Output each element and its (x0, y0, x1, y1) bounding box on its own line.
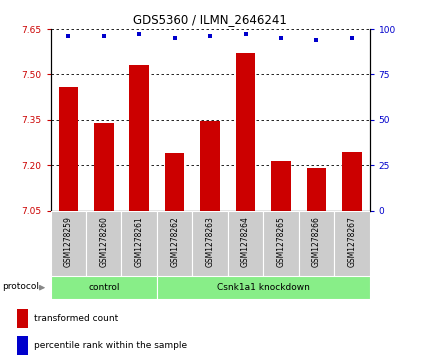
Bar (192, 211, 228, 276)
Bar (299, 211, 334, 276)
Bar (236, 53, 255, 211)
Point (278, 35, 285, 41)
Text: GSM1278262: GSM1278262 (170, 216, 179, 266)
Bar (121, 211, 157, 276)
Point (100, 33, 107, 39)
Bar (263, 211, 299, 276)
Bar (342, 151, 362, 211)
Text: GSM1278261: GSM1278261 (135, 216, 144, 266)
Text: GSM1278266: GSM1278266 (312, 216, 321, 267)
Point (242, 32, 249, 37)
Bar (51, 276, 157, 299)
Bar (157, 276, 370, 299)
Text: control: control (88, 283, 120, 292)
Text: protocol: protocol (3, 282, 40, 291)
Point (207, 33, 214, 39)
Bar (165, 153, 184, 211)
Bar (157, 211, 192, 276)
Text: GSM1278264: GSM1278264 (241, 216, 250, 267)
Text: GSM1278260: GSM1278260 (99, 216, 108, 267)
Bar (334, 211, 370, 276)
Text: percentile rank within the sample: percentile rank within the sample (34, 341, 187, 350)
Point (65, 33, 72, 39)
Bar (86, 211, 121, 276)
Text: GSM1278265: GSM1278265 (276, 216, 286, 267)
Title: GDS5360 / ILMN_2646241: GDS5360 / ILMN_2646241 (133, 13, 287, 26)
Point (171, 35, 178, 41)
Bar (17, 309, 28, 327)
Bar (271, 160, 291, 211)
Text: transformed count: transformed count (34, 314, 118, 323)
Bar (17, 336, 28, 355)
Bar (129, 65, 149, 211)
Point (313, 37, 320, 43)
Bar (200, 121, 220, 211)
Bar (94, 123, 114, 211)
Bar (307, 168, 326, 211)
Point (348, 35, 356, 41)
Text: Csnk1a1 knockdown: Csnk1a1 knockdown (217, 283, 310, 292)
Point (136, 32, 143, 37)
Text: GSM1278259: GSM1278259 (64, 216, 73, 267)
Text: GSM1278267: GSM1278267 (347, 216, 356, 267)
Bar (59, 86, 78, 211)
Bar (228, 211, 263, 276)
Bar (51, 211, 86, 276)
Text: GSM1278263: GSM1278263 (205, 216, 215, 267)
